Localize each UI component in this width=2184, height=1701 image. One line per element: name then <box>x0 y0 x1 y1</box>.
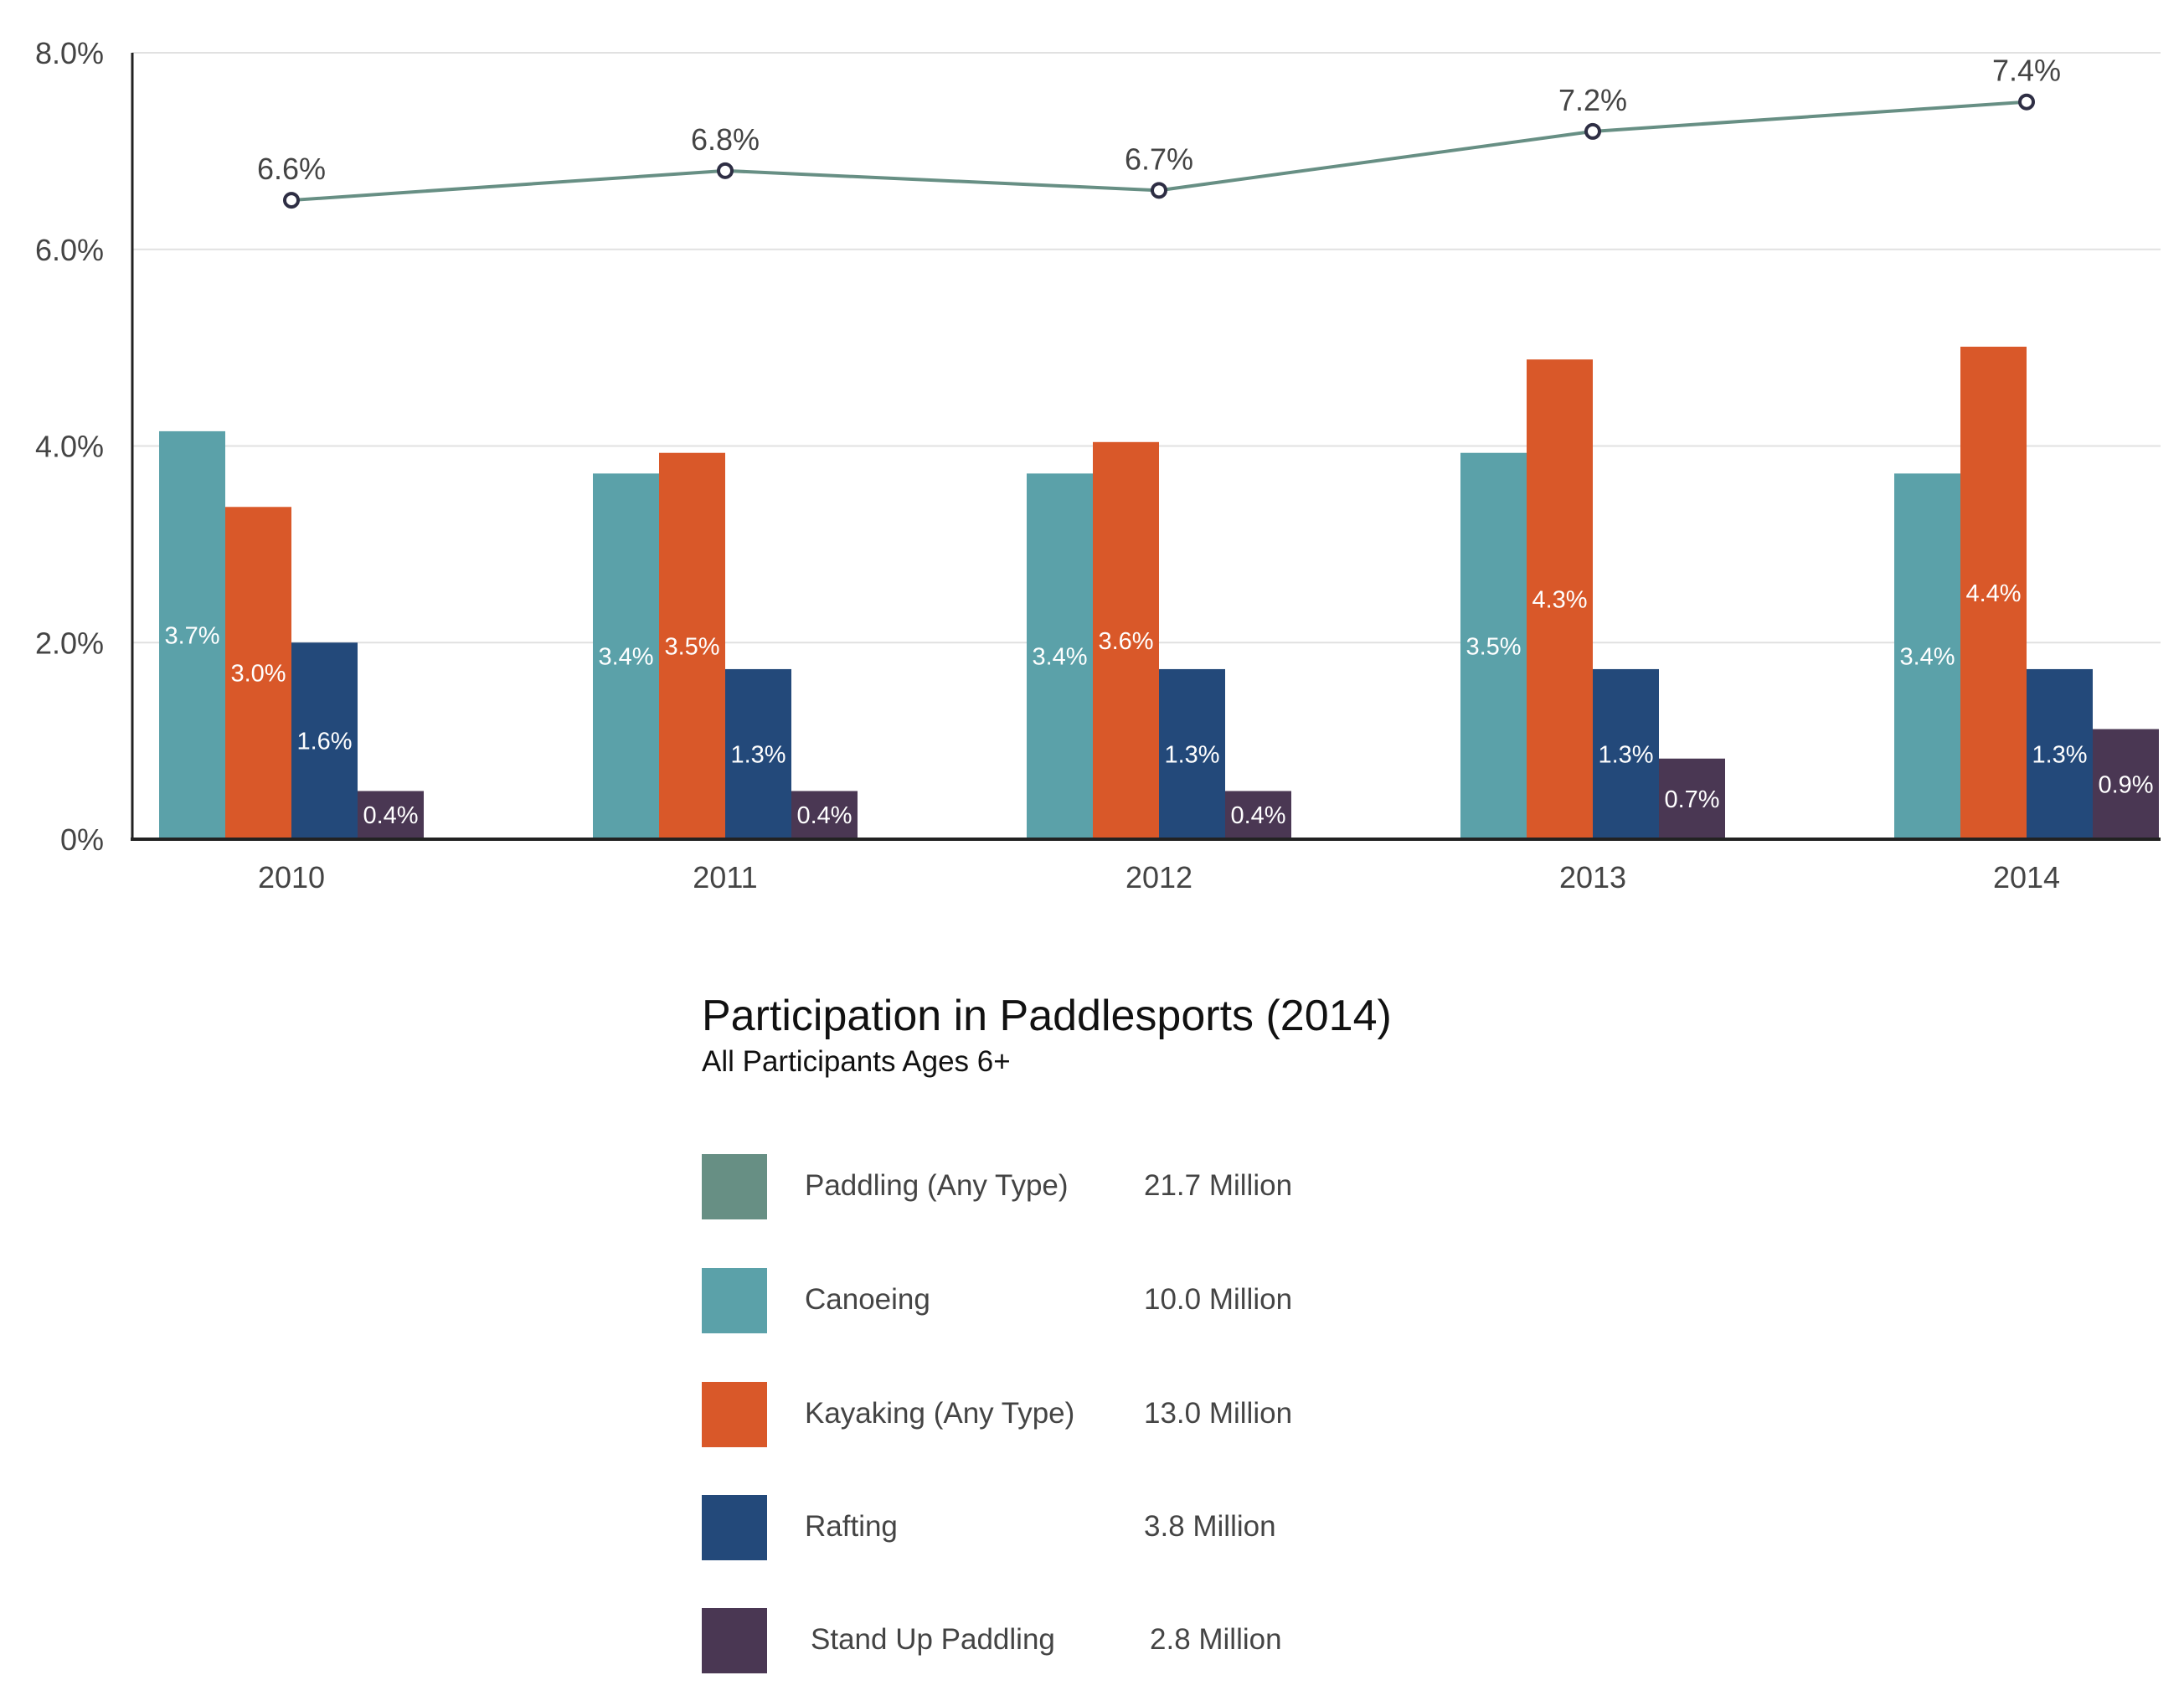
bar <box>358 791 424 839</box>
y-tick-label: 2.0% <box>35 626 104 660</box>
legend-item-value: 3.8 Million <box>1144 1510 1276 1543</box>
legend-item-paddling: Paddling (Any Type) 21.7 Million <box>702 1154 1623 1219</box>
bar <box>1027 473 1093 839</box>
bar <box>1093 441 1159 839</box>
legend-item-rafting: Rafting 3.8 Million <box>702 1495 1623 1560</box>
y-tick-label: 6.0% <box>35 233 104 267</box>
bar-data-label: 3.4% <box>1032 644 1087 671</box>
bar <box>2093 729 2159 839</box>
bar-data-label: 0.4% <box>796 802 852 829</box>
bar <box>1960 346 2027 839</box>
legend-item-stand-up-paddling: Stand Up Paddling 2.8 Million <box>702 1608 1623 1673</box>
bar <box>1894 473 1960 839</box>
line-point <box>2018 93 2035 111</box>
paddling-line: 6.6% 6.8% 6.7% 7.2% 7.4% <box>257 54 2061 209</box>
bar <box>1659 758 1725 839</box>
bar-data-label: 3.5% <box>1465 633 1521 660</box>
legend-swatch <box>702 1608 767 1673</box>
line-data-label: 6.7% <box>1125 142 1193 176</box>
line-point <box>717 162 734 179</box>
bar <box>1527 359 1593 840</box>
legend-item-value: 21.7 Million <box>1144 1169 1293 1202</box>
legend-item-value: 2.8 Million <box>1150 1623 1282 1656</box>
bar-data-label: 3.5% <box>664 633 719 660</box>
legend-item-name: Rafting <box>805 1510 898 1543</box>
bar-data-label: 1.3% <box>1598 741 1653 768</box>
x-tick-label: 2011 <box>693 860 757 894</box>
legend-item-canoeing: Canoeing 10.0 Million <box>702 1268 1623 1333</box>
bar <box>2027 668 2093 839</box>
bar <box>291 642 358 839</box>
bar-data-label: 0.4% <box>1230 802 1285 829</box>
bar-data-label: 1.3% <box>730 741 786 768</box>
legend-item-name: Stand Up Paddling <box>811 1623 1055 1656</box>
line-data-label: 7.2% <box>1558 83 1627 117</box>
bars <box>159 346 2159 840</box>
bar <box>1225 791 1291 839</box>
line-data-label: 6.8% <box>691 122 760 157</box>
legend-swatch <box>702 1495 767 1560</box>
y-tick-label: 0% <box>60 822 104 857</box>
line-point <box>283 192 300 209</box>
bar-data-label: 3.7% <box>164 622 219 649</box>
bar-labels: 3.7% 3.0% 1.6% 0.4% 3.4% 3.5% 1.3% 0.4% 3.4% 3.6%… <box>164 580 2153 829</box>
bar-data-label: 0.9% <box>2098 771 2153 798</box>
line-data-label: 7.4% <box>1992 54 2061 88</box>
bar-data-label: 3.0% <box>230 661 286 688</box>
bar <box>659 452 725 839</box>
bar <box>1460 452 1527 839</box>
legend-item-value: 10.0 Million <box>1144 1283 1293 1316</box>
y-tick-label: 4.0% <box>35 430 104 464</box>
line-data-label: 6.6% <box>257 152 326 186</box>
x-axis-ticks: 2010 2011 2012 2013 2014 <box>258 860 2060 894</box>
legend-swatch <box>702 1154 767 1219</box>
x-tick-label: 2013 <box>1559 860 1626 894</box>
x-tick-label: 2014 <box>1993 860 2060 894</box>
line-point <box>1151 182 1167 199</box>
legend-item-name: Canoeing <box>805 1283 930 1316</box>
legend-item-value: 13.0 Million <box>1144 1397 1293 1430</box>
legend: Participation in Paddlesports (2014) All… <box>702 992 1707 1673</box>
legend-swatch <box>702 1382 767 1447</box>
bar-data-label: 1.6% <box>296 729 352 755</box>
bar <box>225 507 291 839</box>
bar <box>593 473 659 839</box>
legend-item-name: Kayaking (Any Type) <box>805 1397 1075 1430</box>
bar-data-label: 0.7% <box>1664 786 1719 813</box>
chart-title: Participation in Paddlesports (2014) <box>702 992 1392 1040</box>
chart-subtitle: All Participants Ages 6+ <box>702 1045 1011 1079</box>
line-point <box>1584 122 1601 140</box>
legend-item-kayaking: Kayaking (Any Type) 13.0 Million <box>702 1382 1623 1447</box>
bar-data-label: 1.3% <box>2032 741 2087 768</box>
y-axis-ticks: 0% 2.0% 4.0% 6.0% 8.0% <box>35 36 104 857</box>
bar <box>791 791 858 839</box>
bar <box>1593 668 1659 839</box>
x-tick-label: 2012 <box>1125 860 1192 894</box>
bar-data-label: 3.6% <box>1098 628 1153 655</box>
bar-data-label: 4.3% <box>1532 587 1587 614</box>
bar <box>1159 668 1225 839</box>
legend-swatch <box>702 1268 767 1333</box>
bar-data-label: 3.4% <box>1899 644 1955 671</box>
bar-data-label: 4.4% <box>1965 580 2021 607</box>
bar-data-label: 3.4% <box>598 644 653 671</box>
bar <box>159 430 225 839</box>
y-tick-label: 8.0% <box>35 36 104 70</box>
bar-data-label: 0.4% <box>363 802 418 829</box>
bar-data-label: 1.3% <box>1164 741 1219 768</box>
bar <box>725 668 791 839</box>
axes <box>131 53 2161 841</box>
paddlesports-chart: 0%2.0%4.0%6.0%8.0% 3.7%3.0%1.6%0.4%3.4% 3… <box>35 36 2161 894</box>
x-tick-label: 2010 <box>258 860 325 894</box>
legend-item-name: Paddling (Any Type) <box>805 1169 1069 1202</box>
